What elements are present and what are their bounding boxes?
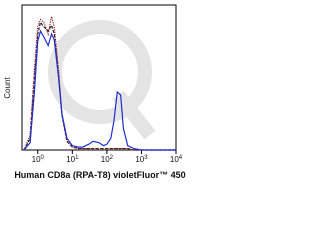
x-tick-label: 104 xyxy=(170,155,183,164)
x-tick-exponent: 4 xyxy=(179,155,183,161)
x-tick-label: 103 xyxy=(135,155,148,164)
x-tick-base: 10 xyxy=(170,155,179,164)
x-axis-label: Human CD8a (RPA-T8) violetFluor™ 450 xyxy=(14,170,185,180)
series-line xyxy=(23,16,176,151)
series-line xyxy=(23,29,176,151)
x-tick-label: 100 xyxy=(32,155,45,164)
x-tick-base: 10 xyxy=(135,155,144,164)
y-axis-label: Count xyxy=(3,77,12,99)
x-tick-base: 10 xyxy=(66,155,75,164)
x-tick-exponent: 2 xyxy=(110,155,114,161)
x-tick-label: 102 xyxy=(101,155,114,164)
plot-frame xyxy=(21,4,177,151)
x-tick-base: 10 xyxy=(32,155,41,164)
x-tick-base: 10 xyxy=(101,155,110,164)
chart: Count Human CD8a (RPA-T8) violetFluor™ 4… xyxy=(3,4,186,180)
x-tick-exponent: 1 xyxy=(75,155,79,161)
watermark xyxy=(48,20,156,140)
series-line xyxy=(23,21,176,151)
x-tick-label: 101 xyxy=(66,155,79,164)
x-tick-exponent: 0 xyxy=(41,155,45,161)
x-tick-exponent: 3 xyxy=(144,155,148,161)
